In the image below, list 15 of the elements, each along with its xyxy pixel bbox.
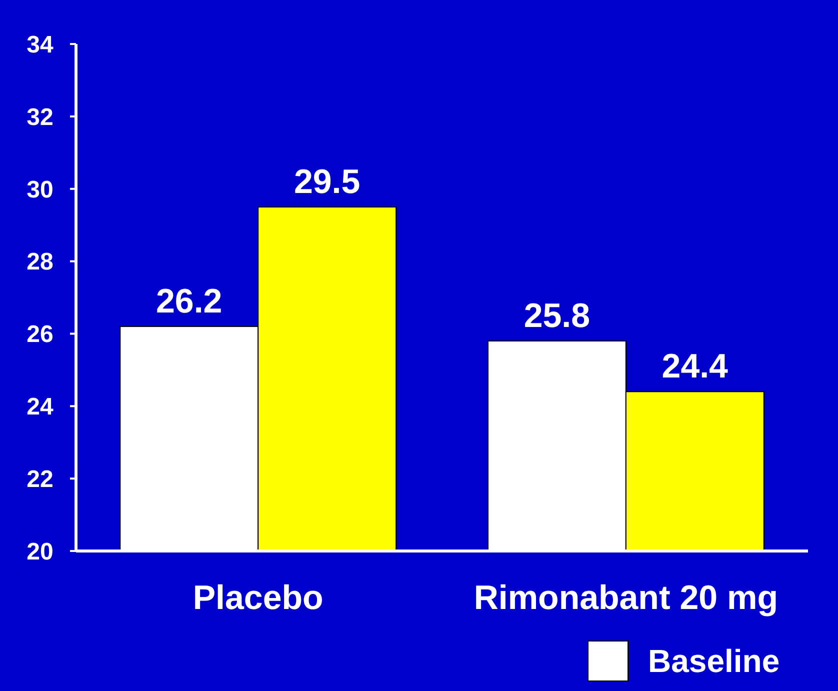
y-tick-label: 30 (26, 176, 54, 204)
x-tick-label: Placebo (192, 579, 324, 617)
y-tick-label: 28 (26, 248, 54, 276)
y-tick-label: 22 (26, 466, 54, 493)
y-tick-label: 34 (26, 31, 54, 58)
y-tick-label: 26 (26, 321, 54, 348)
data-label: 29.5 (294, 162, 360, 201)
data-label: 24.4 (662, 348, 728, 386)
y-tick-label: 20 (26, 538, 54, 566)
y-tick-label: 24 (26, 394, 54, 421)
y-tick-label: 32 (26, 104, 54, 131)
data-label: 25.8 (524, 296, 590, 335)
data-label: 26.2 (156, 282, 222, 320)
x-tick-label: Rimonabant 20 mg (474, 579, 778, 617)
legend-label: Baseline (648, 643, 780, 680)
